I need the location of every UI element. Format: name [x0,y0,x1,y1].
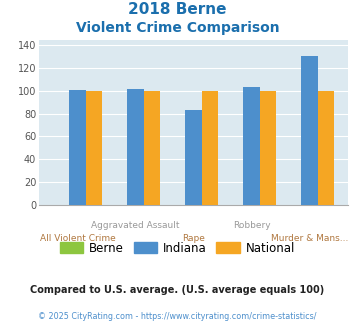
Text: Aggravated Assault: Aggravated Assault [91,221,180,230]
Bar [301,55,318,205]
Bar [86,91,102,205]
Text: Compared to U.S. average. (U.S. average equals 100): Compared to U.S. average. (U.S. average … [31,285,324,295]
Text: Robbery: Robbery [233,221,270,230]
Text: Violent Crime Comparison: Violent Crime Comparison [76,21,279,35]
Text: Murder & Mans...: Murder & Mans... [271,234,348,243]
Bar [202,91,218,205]
Text: All Violent Crime: All Violent Crime [39,234,115,243]
Legend: Berne, Indiana, National: Berne, Indiana, National [55,237,300,259]
Bar [143,91,160,205]
Bar [185,110,202,205]
Text: Rape: Rape [182,234,205,243]
Text: 2018 Berne: 2018 Berne [128,2,227,16]
Text: © 2025 CityRating.com - https://www.cityrating.com/crime-statistics/: © 2025 CityRating.com - https://www.city… [38,312,317,321]
Bar [260,91,276,205]
Bar [127,88,143,205]
Bar [244,87,260,205]
Bar [318,91,334,205]
Bar [69,90,86,205]
